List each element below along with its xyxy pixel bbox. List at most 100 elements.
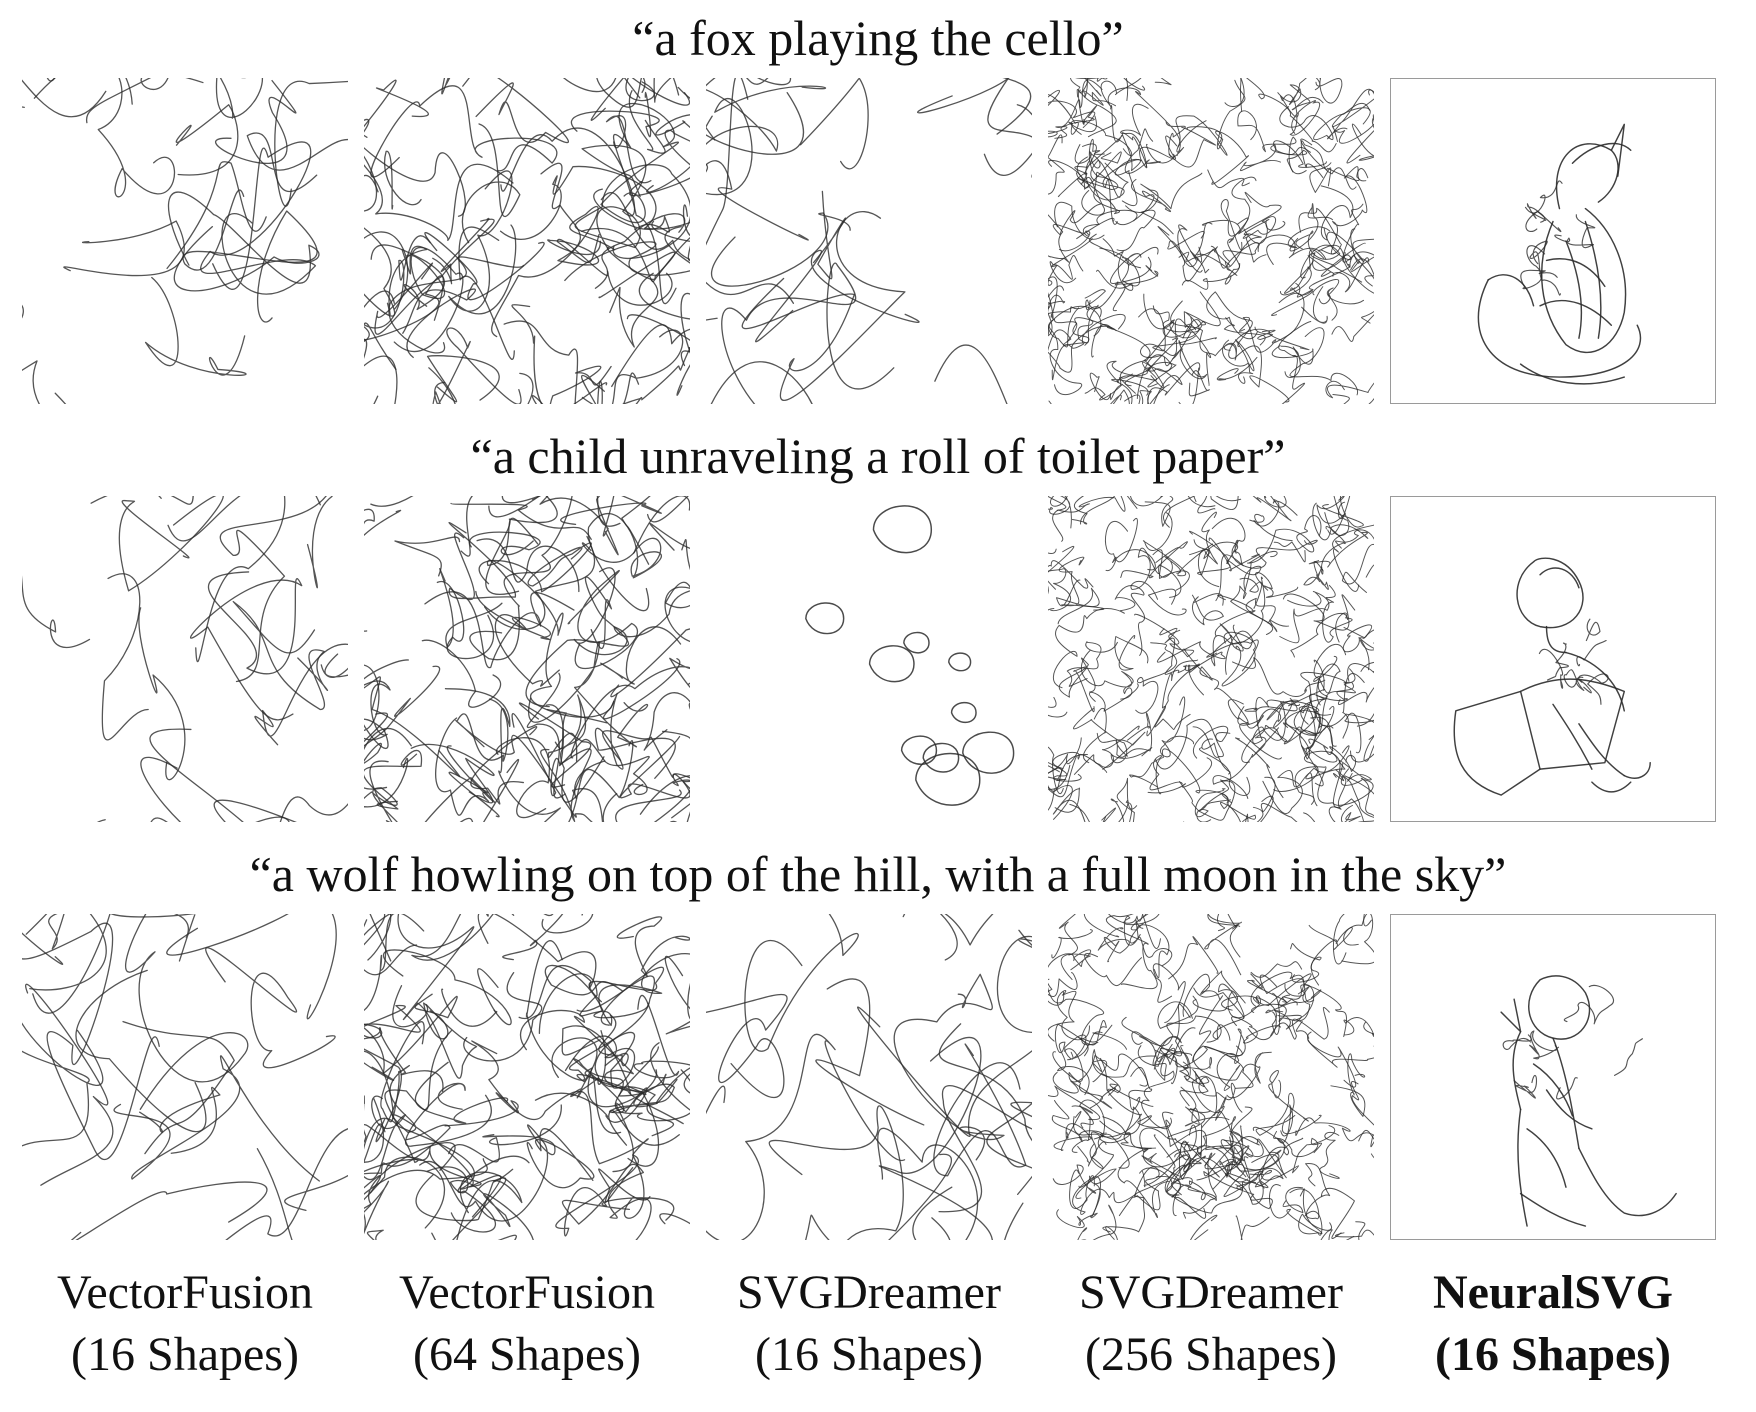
sketch-stroke bbox=[549, 365, 612, 404]
sketch-stroke bbox=[1333, 762, 1374, 822]
sketch-stroke bbox=[526, 1128, 595, 1189]
sketch-stroke bbox=[1078, 1020, 1128, 1050]
sketch-stroke bbox=[525, 940, 656, 1081]
sketch-stroke bbox=[1295, 230, 1341, 279]
sketch-stroke bbox=[475, 590, 560, 687]
sketch-stroke bbox=[1091, 1049, 1157, 1083]
sketch-stroke bbox=[1155, 748, 1229, 804]
sketch-stroke bbox=[394, 536, 461, 577]
sketch-stroke bbox=[1073, 725, 1140, 775]
sketch-stroke bbox=[110, 914, 196, 962]
sketch-stroke bbox=[721, 262, 895, 404]
sketch-stroke bbox=[1545, 1089, 1593, 1130]
sketch-stroke bbox=[1181, 263, 1241, 290]
sketch-stroke bbox=[1108, 914, 1161, 949]
sketch-stroke bbox=[1106, 337, 1179, 396]
sketch-stroke bbox=[1224, 217, 1249, 285]
sketch-stroke bbox=[1520, 245, 1558, 290]
sketch-stroke bbox=[1105, 517, 1138, 563]
sketch-stroke bbox=[600, 626, 682, 685]
sketch-stroke bbox=[744, 914, 859, 1052]
sketch-stroke bbox=[1584, 220, 1602, 339]
sketch-stroke bbox=[1262, 770, 1318, 815]
sketch-stroke bbox=[392, 985, 449, 1040]
sketch-stroke bbox=[1048, 1085, 1100, 1121]
sketch-stroke bbox=[1102, 132, 1148, 225]
sketch-stroke bbox=[364, 914, 425, 1039]
sketch-stroke bbox=[1516, 557, 1584, 629]
sketch-stroke bbox=[1159, 696, 1194, 758]
sketch-stroke bbox=[1210, 496, 1242, 511]
sketch-stroke bbox=[1341, 914, 1374, 965]
sketch-stroke bbox=[1319, 1131, 1340, 1179]
sketch-stroke bbox=[1187, 496, 1216, 508]
sketch-stroke bbox=[1538, 649, 1564, 689]
sketch-stroke bbox=[1165, 120, 1207, 158]
sketch-stroke bbox=[1203, 1136, 1264, 1191]
sketch-stroke bbox=[1177, 222, 1213, 267]
sketch-stroke bbox=[588, 966, 664, 1026]
sketch-stroke bbox=[1131, 1003, 1191, 1057]
sketch-stroke bbox=[1280, 94, 1321, 136]
sketch-stroke bbox=[755, 249, 920, 343]
sketch-stroke bbox=[1048, 767, 1073, 820]
sketch-stroke bbox=[1052, 1071, 1116, 1109]
sketch-stroke bbox=[1115, 712, 1153, 758]
sketch-stroke bbox=[1228, 328, 1310, 403]
sketch-stroke bbox=[364, 1123, 431, 1161]
sketch-stroke bbox=[1099, 1057, 1154, 1107]
sketch-stroke bbox=[1096, 78, 1146, 91]
sketch-stroke bbox=[460, 496, 542, 557]
sketch-stroke bbox=[815, 978, 925, 1126]
sketch-stroke bbox=[570, 91, 660, 138]
sketch-stroke bbox=[1075, 138, 1119, 190]
sketch-stroke bbox=[364, 1021, 425, 1123]
sketch-stroke bbox=[741, 211, 906, 401]
sketch-stroke bbox=[1146, 663, 1204, 737]
sketch-stroke bbox=[1054, 1023, 1090, 1096]
sketch-stroke bbox=[1124, 390, 1152, 404]
sketch-stroke bbox=[917, 78, 1032, 179]
sketch-stroke bbox=[641, 346, 690, 401]
sketch-stroke bbox=[1512, 1030, 1522, 1111]
method-shape-count: (16 Shapes) bbox=[755, 1328, 983, 1381]
sketch-stroke bbox=[113, 1055, 320, 1182]
sketch-stroke bbox=[1071, 313, 1126, 349]
sketch-stroke bbox=[1289, 203, 1334, 252]
sketch-stroke bbox=[540, 162, 602, 266]
sketch-stroke bbox=[1255, 1092, 1322, 1136]
sketch-stroke bbox=[1070, 78, 1089, 125]
sketch-stroke bbox=[615, 789, 690, 822]
sketch-stroke bbox=[1529, 1030, 1560, 1060]
sketch-stroke bbox=[538, 953, 690, 1034]
sketch-stroke bbox=[1204, 923, 1242, 975]
sketch-canvas bbox=[805, 505, 1015, 806]
sketch-stroke bbox=[1343, 1017, 1374, 1037]
sketch-stroke bbox=[1085, 159, 1129, 201]
sketch-stroke bbox=[22, 79, 107, 118]
sketch-stroke bbox=[706, 78, 805, 155]
sketch-stroke bbox=[215, 79, 297, 165]
sketch-stroke bbox=[887, 1153, 953, 1240]
sketch-stroke bbox=[1099, 247, 1141, 287]
method-label-vectorfusion-64: VectorFusion (64 Shapes) bbox=[362, 1262, 692, 1386]
sketch-stroke bbox=[1487, 274, 1535, 307]
sketch-stroke bbox=[426, 1166, 534, 1240]
sketch-stroke bbox=[450, 1155, 530, 1233]
sketch-stroke bbox=[1342, 624, 1374, 671]
sketch-stroke bbox=[1139, 1155, 1206, 1193]
sketch-stroke bbox=[97, 799, 297, 822]
sketch-stroke bbox=[225, 1128, 348, 1240]
sketch-stroke bbox=[364, 1004, 444, 1092]
sketch-stroke bbox=[1089, 372, 1136, 401]
sketch-stroke bbox=[1048, 548, 1057, 590]
sketch-stroke bbox=[1100, 1073, 1143, 1138]
sketch-stroke bbox=[1207, 914, 1242, 927]
sketch-stroke bbox=[1532, 1063, 1574, 1117]
sketch-stroke bbox=[444, 1092, 519, 1127]
sketch-stroke bbox=[1350, 228, 1374, 273]
sketch-stroke bbox=[1289, 1163, 1331, 1220]
sketch-stroke bbox=[1552, 703, 1593, 770]
sketch-stroke bbox=[1054, 104, 1098, 139]
sketch-stroke bbox=[1206, 291, 1258, 348]
